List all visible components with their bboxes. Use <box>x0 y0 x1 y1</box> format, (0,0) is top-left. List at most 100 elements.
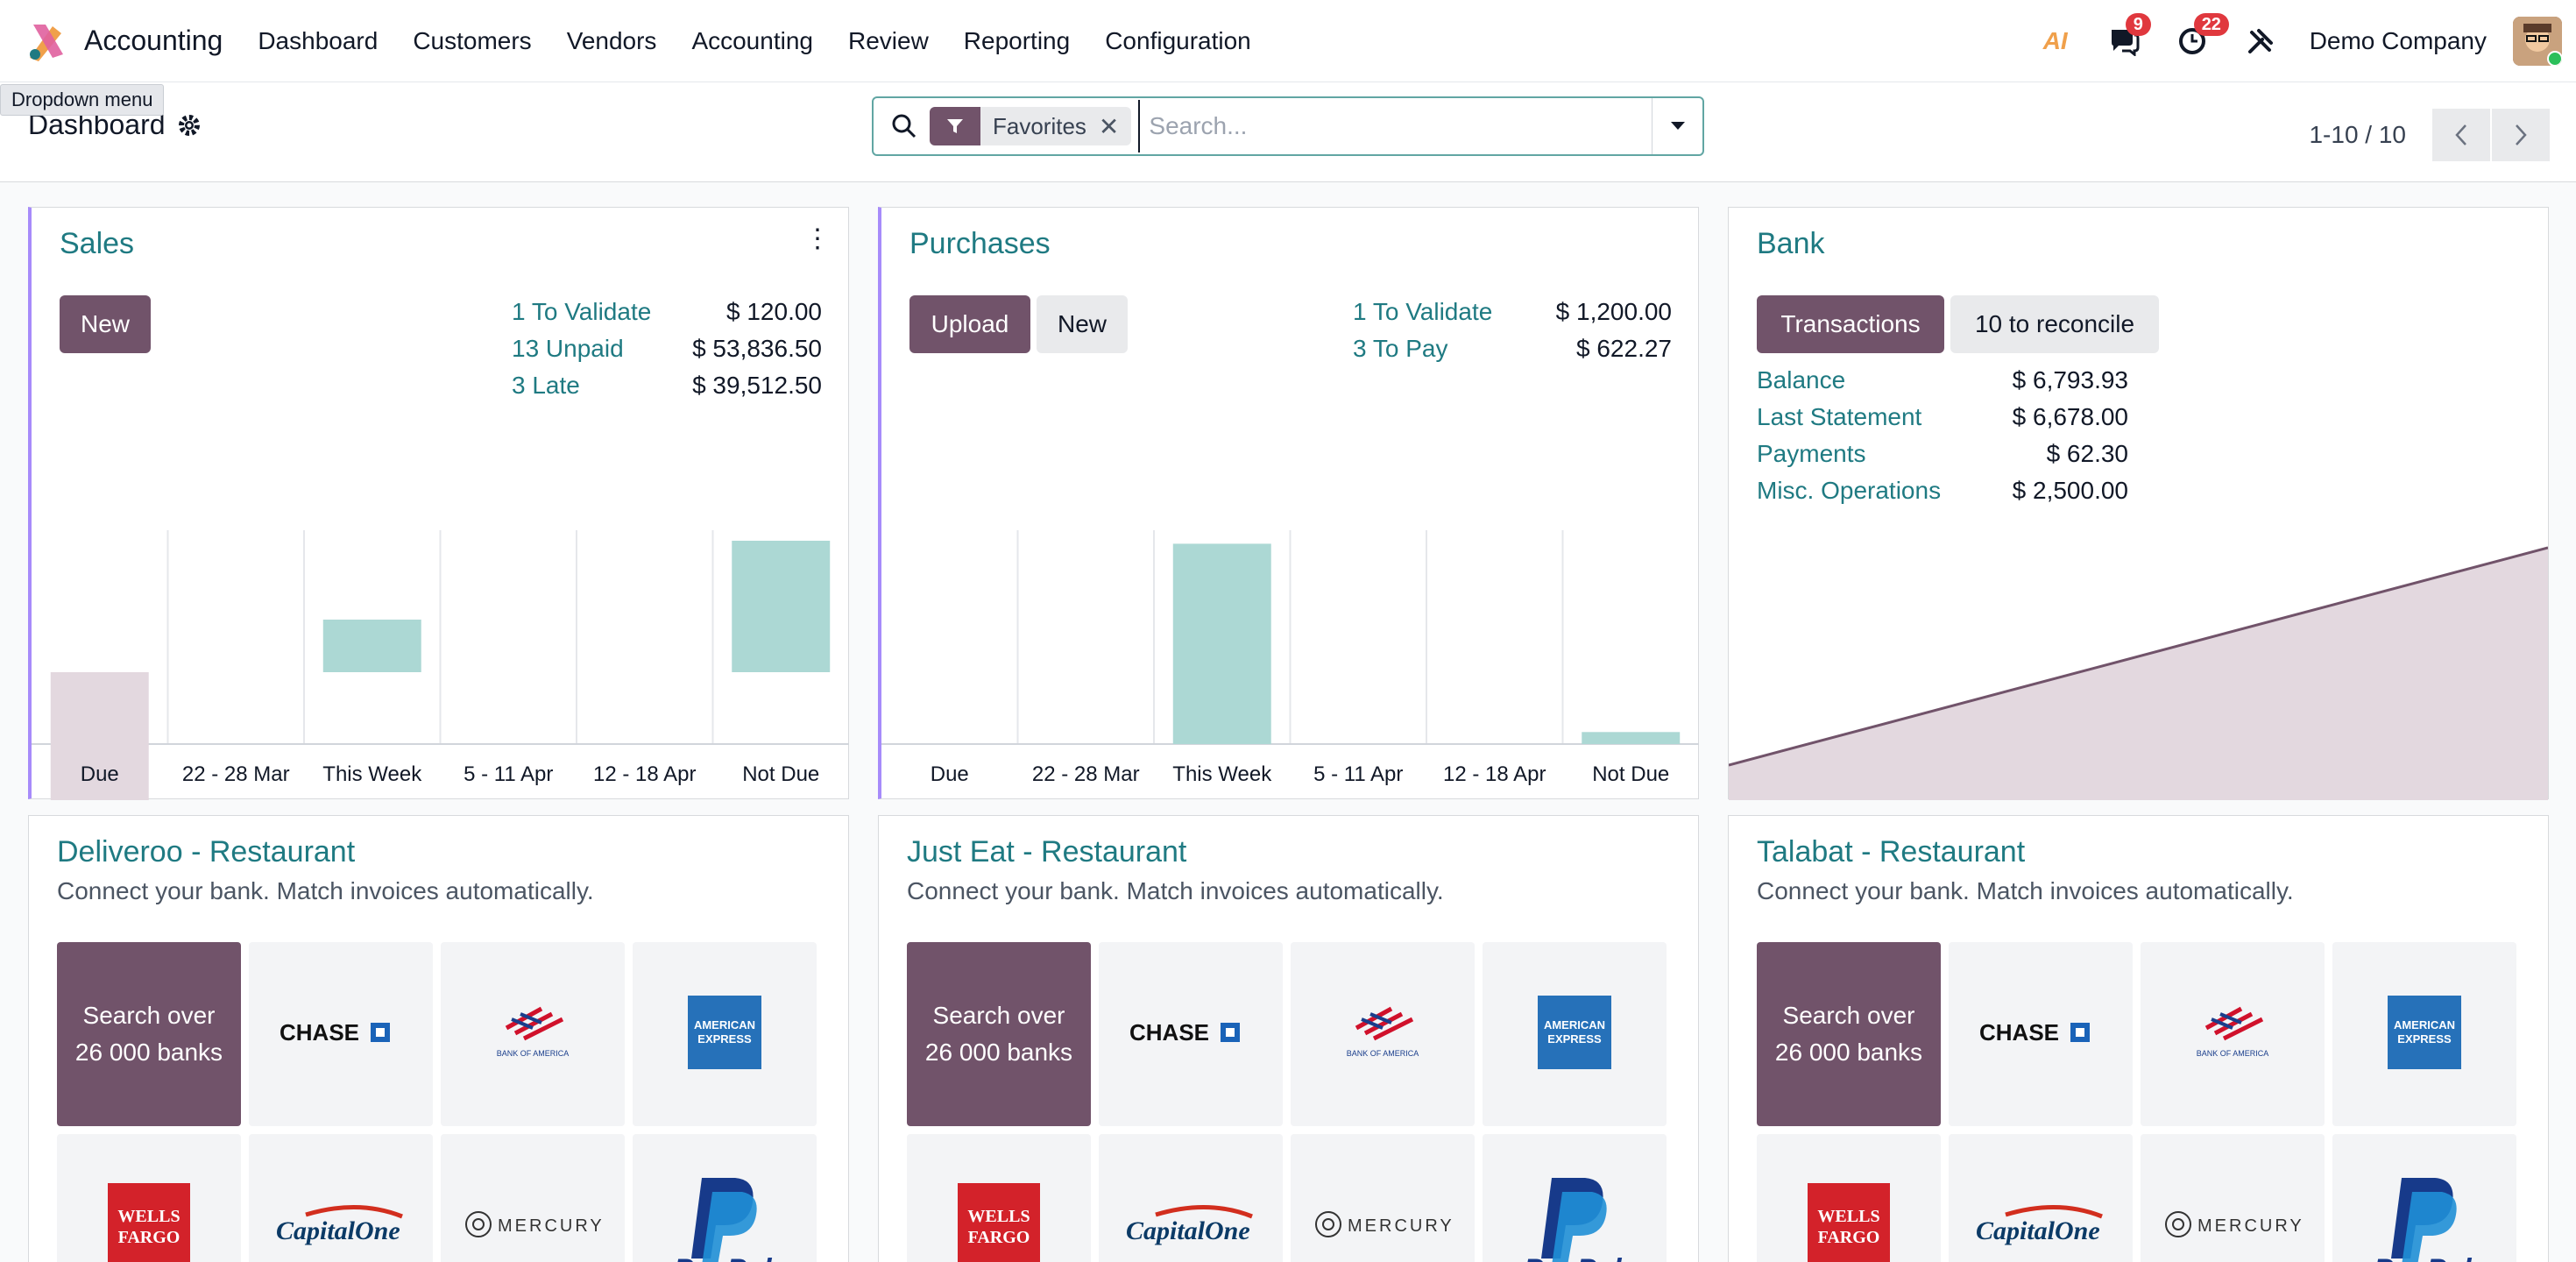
stat-value: $ 1,200.00 <box>1555 298 1672 325</box>
stat-label[interactable]: 1 To Validate <box>512 298 652 325</box>
pager-next-button[interactable] <box>2492 109 2550 161</box>
search-input[interactable] <box>1138 100 1652 152</box>
svg-text:CHASE: CHASE <box>1129 1019 1209 1046</box>
wells-fargo-logo-icon: WELLS FARGO <box>1808 1182 1890 1262</box>
stat-row: Last Statement $ 6,678.00 <box>1757 399 2128 436</box>
svg-text:FARGO: FARGO <box>1818 1228 1880 1247</box>
stat-label[interactable]: 13 Unpaid <box>512 335 624 362</box>
bank-tile-paypal[interactable]: PayPal <box>633 1134 817 1262</box>
bank-tile-wells-fargo[interactable]: WELLS FARGO <box>1757 1134 1941 1262</box>
paypal-logo-icon: PayPal <box>1522 1167 1627 1262</box>
journal-title[interactable]: Just Eat - Restaurant <box>907 835 1187 869</box>
bank-tile-capital-one[interactable]: CapitalOne <box>249 1134 433 1262</box>
bank-tile-paypal[interactable]: PayPal <box>2332 1134 2516 1262</box>
bank-transactions-button[interactable]: Transactions <box>1757 295 1944 353</box>
company-switcher[interactable]: Demo Company <box>2309 27 2487 54</box>
stat-label[interactable]: 3 To Pay <box>1353 335 1448 362</box>
bank-title[interactable]: Bank <box>1757 227 1825 260</box>
svg-text:CapitalOne: CapitalOne <box>1976 1216 2100 1245</box>
search-banks-button[interactable]: Search over 26 000 banks <box>1757 942 1941 1126</box>
app-logo-icon[interactable] <box>26 21 67 61</box>
app-name[interactable]: Accounting <box>84 25 223 56</box>
user-avatar[interactable] <box>2513 17 2562 66</box>
settings-gear-icon[interactable] <box>178 114 201 137</box>
bank-tile-chase[interactable]: CHASE <box>249 942 433 1126</box>
bank-tiles-grid: Search over 26 000 banks CHASE BANK OF AME… <box>1757 942 2516 1262</box>
journal-card-just-eat: Just Eat - Restaurant Connect your bank.… <box>878 815 1699 1262</box>
bank-tile-paypal[interactable]: PayPal <box>1483 1134 1667 1262</box>
american-express-logo-icon: AMERICAN EXPRESS <box>2388 995 2461 1074</box>
menu-reporting[interactable]: Reporting <box>963 26 1071 54</box>
purchases-title[interactable]: Purchases <box>909 227 1051 260</box>
chart-bar <box>1172 543 1271 744</box>
menu-accounting[interactable]: Accounting <box>691 26 813 54</box>
sales-new-button[interactable]: New <box>60 295 151 353</box>
purchases-upload-button[interactable]: Upload <box>909 295 1030 353</box>
search-options-toggle[interactable] <box>1652 98 1702 154</box>
stat-value: $ 39,512.50 <box>692 372 822 399</box>
stat-label[interactable]: 3 Late <box>512 372 580 399</box>
bank-reconcile-button[interactable]: 10 to reconcile <box>1950 295 2159 353</box>
bank-tile-wells-fargo[interactable]: WELLS FARGO <box>907 1134 1091 1262</box>
bank-tile-capital-one[interactable]: CapitalOne <box>1099 1134 1283 1262</box>
menu-configuration[interactable]: Configuration <box>1105 26 1251 54</box>
bank-journal-card: Bank Transactions 10 to reconcile Balanc… <box>1728 207 2549 800</box>
kebab-menu-icon[interactable]: ⋮ <box>804 224 831 253</box>
bank-tile-american-express[interactable]: AMERICAN EXPRESS <box>2332 942 2516 1126</box>
bank-tile-bank-of-america[interactable]: BANK OF AMERICA <box>2141 942 2325 1126</box>
bank-tile-bank-of-america[interactable]: BANK OF AMERICA <box>1291 942 1475 1126</box>
bank-tile-mercury[interactable]: MERCURY <box>441 1134 625 1262</box>
favorites-facet: Favorites ✕ <box>930 107 1132 145</box>
bank-tile-wells-fargo[interactable]: WELLS FARGO <box>57 1134 241 1262</box>
menu-review[interactable]: Review <box>847 26 929 54</box>
ai-icon[interactable]: AI <box>2042 27 2068 54</box>
messages-icon[interactable]: 9 <box>2105 13 2151 60</box>
sales-title[interactable]: Sales <box>60 227 135 260</box>
filter-funnel-icon <box>930 107 980 145</box>
top-navbar: Accounting Dashboard Customers Vendors A… <box>0 0 2576 82</box>
chart-tick-label: Not Due <box>1592 762 1669 786</box>
svg-text:PayPal: PayPal <box>1524 1253 1623 1262</box>
stat-value: $ 6,793.93 <box>2012 366 2128 393</box>
stat-row: 3 To Pay $ 622.27 <box>1353 330 1672 367</box>
caret-down-icon <box>1670 122 1685 130</box>
bank-tile-american-express[interactable]: AMERICAN EXPRESS <box>633 942 817 1126</box>
purchases-bar-chart[interactable]: Due 22 - 28 Mar This Week 5 - 11 Apr 12 - 18… <box>881 208 1699 800</box>
chart-tick-label: This Week <box>1172 762 1272 786</box>
american-express-logo-icon: AMERICAN EXPRESS <box>688 995 761 1074</box>
sales-bar-chart[interactable]: Due 22 - 28 Mar This Week 5 - 11 Apr 12 - 18… <box>32 208 849 800</box>
bank-tile-chase[interactable]: CHASE <box>1949 942 2133 1126</box>
activities-clock-icon[interactable]: 22 <box>2173 13 2229 60</box>
bank-tile-capital-one[interactable]: CapitalOne <box>1949 1134 2133 1262</box>
bank-tile-mercury[interactable]: MERCURY <box>1291 1134 1475 1262</box>
bank-balance-area-chart[interactable] <box>1729 208 2548 800</box>
svg-text:FARGO: FARGO <box>118 1228 180 1247</box>
stat-label[interactable]: Payments <box>1757 440 1866 467</box>
search-banks-button[interactable]: Search over 26 000 banks <box>57 942 241 1126</box>
search-banks-button[interactable]: Search over 26 000 banks <box>907 942 1091 1126</box>
journal-title[interactable]: Talabat - Restaurant <box>1757 835 2026 869</box>
stat-label[interactable]: Last Statement <box>1757 403 1922 430</box>
pager-previous-button[interactable] <box>2432 109 2490 161</box>
stat-label[interactable]: Misc. Operations <box>1757 477 1942 504</box>
journal-card-deliveroo: Deliveroo - Restaurant Connect your bank… <box>28 815 849 1262</box>
bank-tile-chase[interactable]: CHASE <box>1099 942 1283 1126</box>
journal-title[interactable]: Deliveroo - Restaurant <box>57 835 356 869</box>
bank-tile-american-express[interactable]: AMERICAN EXPRESS <box>1483 942 1667 1126</box>
search-icon <box>892 114 916 138</box>
remove-facet-close-icon[interactable]: ✕ <box>1098 112 1120 140</box>
bank-tile-bank-of-america[interactable]: BANK OF AMERICA <box>441 942 625 1126</box>
purchases-new-button[interactable]: New <box>1037 295 1128 353</box>
bank-of-america-logo-icon: BANK OF AMERICA <box>1330 1002 1435 1067</box>
menu-vendors[interactable]: Vendors <box>566 26 657 54</box>
stat-label[interactable]: 1 To Validate <box>1353 298 1493 325</box>
pager-value[interactable]: 1-10 / 10 <box>2309 121 2406 148</box>
bank-tile-mercury[interactable]: MERCURY <box>2141 1134 2325 1262</box>
menu-dashboard[interactable]: Dashboard <box>258 26 379 54</box>
chase-logo-icon: CHASE <box>1979 1019 2102 1050</box>
stat-label[interactable]: Balance <box>1757 366 1846 393</box>
debug-tools-icon[interactable] <box>2241 22 2280 60</box>
chart-bar <box>732 541 831 672</box>
chevron-left-icon <box>2455 124 2466 145</box>
menu-customers[interactable]: Customers <box>413 26 532 54</box>
